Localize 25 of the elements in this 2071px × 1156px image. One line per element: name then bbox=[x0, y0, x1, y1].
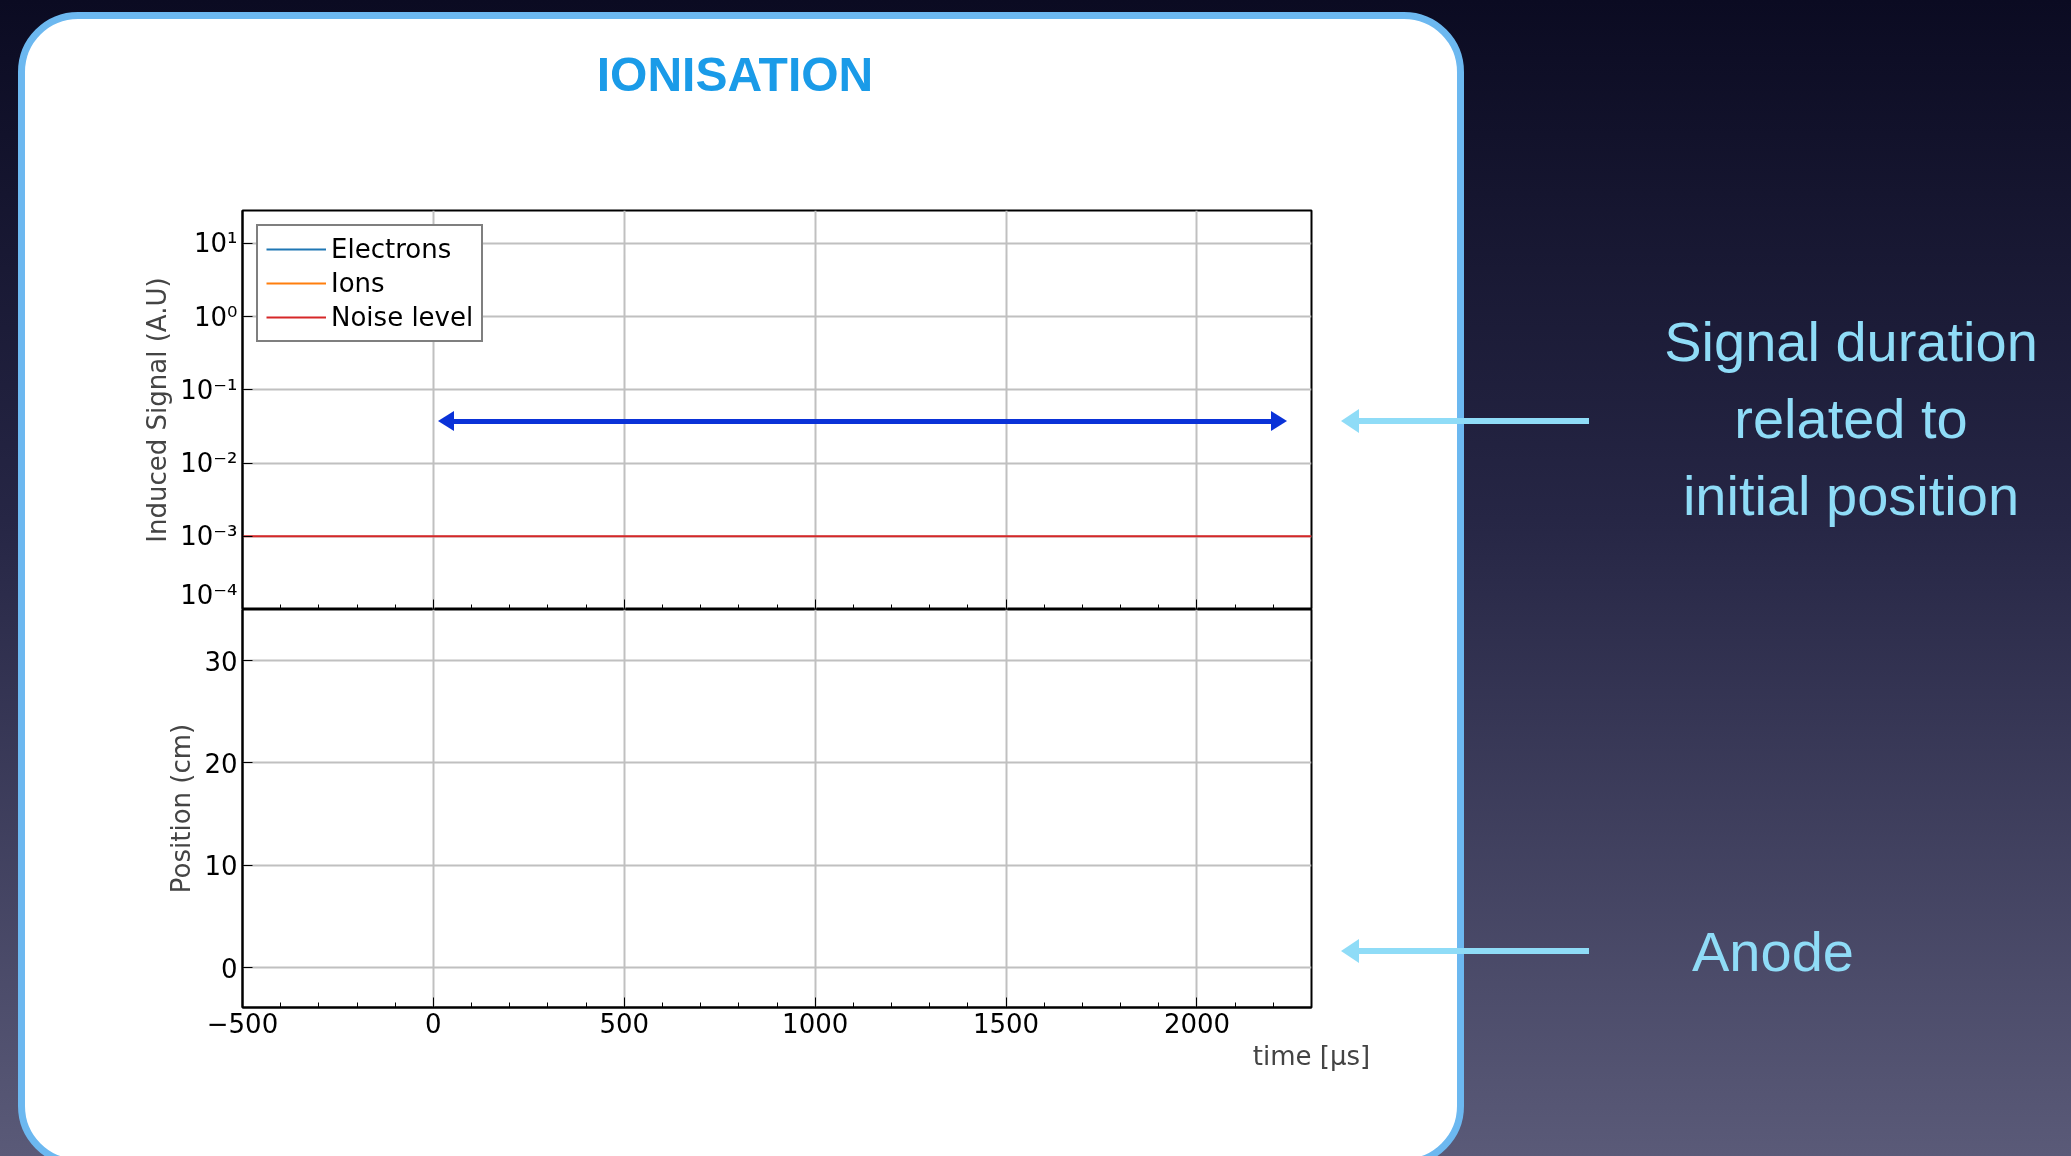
legend-label: Electrons bbox=[331, 234, 452, 264]
legend-label: Ions bbox=[331, 268, 385, 298]
text: Anode bbox=[1692, 919, 1854, 985]
x-axis-title: time [μs] bbox=[1252, 1040, 1371, 1071]
y-tick-label: 20 bbox=[204, 748, 238, 779]
text: Signal duration related to initial position bbox=[1663, 309, 2039, 529]
y-tick-label: 30 bbox=[204, 646, 238, 677]
y-axis-title: Induced Signal (A.U) bbox=[142, 277, 173, 543]
x-tick-label: 0 bbox=[425, 1008, 442, 1039]
x-tick-label: 1000 bbox=[782, 1008, 849, 1039]
x-tick-label: 500 bbox=[599, 1008, 650, 1039]
x-tick-label: −500 bbox=[206, 1008, 279, 1039]
legend-label: Noise level bbox=[331, 302, 474, 332]
y-tick-label: 10⁻⁴ bbox=[180, 579, 238, 610]
x-tick-label: 1500 bbox=[972, 1008, 1040, 1039]
y-tick-label: 10⁻¹ bbox=[180, 374, 238, 405]
y-tick-label: 0 bbox=[220, 953, 238, 984]
chart-title: IONISATION bbox=[596, 47, 874, 103]
y-tick-label: 10⁰ bbox=[193, 301, 238, 332]
y-axis-title: Position (cm) bbox=[166, 723, 197, 894]
y-tick-label: 10¹ bbox=[193, 228, 238, 259]
y-tick-label: 10 bbox=[204, 851, 238, 882]
y-tick-label: 10⁻³ bbox=[180, 521, 238, 552]
y-tick-label: 10⁻² bbox=[180, 448, 238, 478]
x-tick-label: 2000 bbox=[1163, 1008, 1231, 1039]
